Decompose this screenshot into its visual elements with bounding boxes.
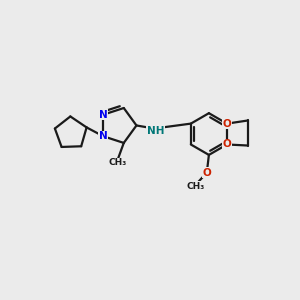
Text: O: O (223, 118, 231, 129)
Text: O: O (223, 140, 231, 149)
Text: O: O (202, 168, 211, 178)
Text: NH: NH (147, 126, 164, 136)
Text: N: N (99, 110, 108, 120)
Text: N: N (99, 131, 108, 141)
Text: CH₃: CH₃ (108, 158, 127, 167)
Text: CH₃: CH₃ (186, 182, 205, 191)
